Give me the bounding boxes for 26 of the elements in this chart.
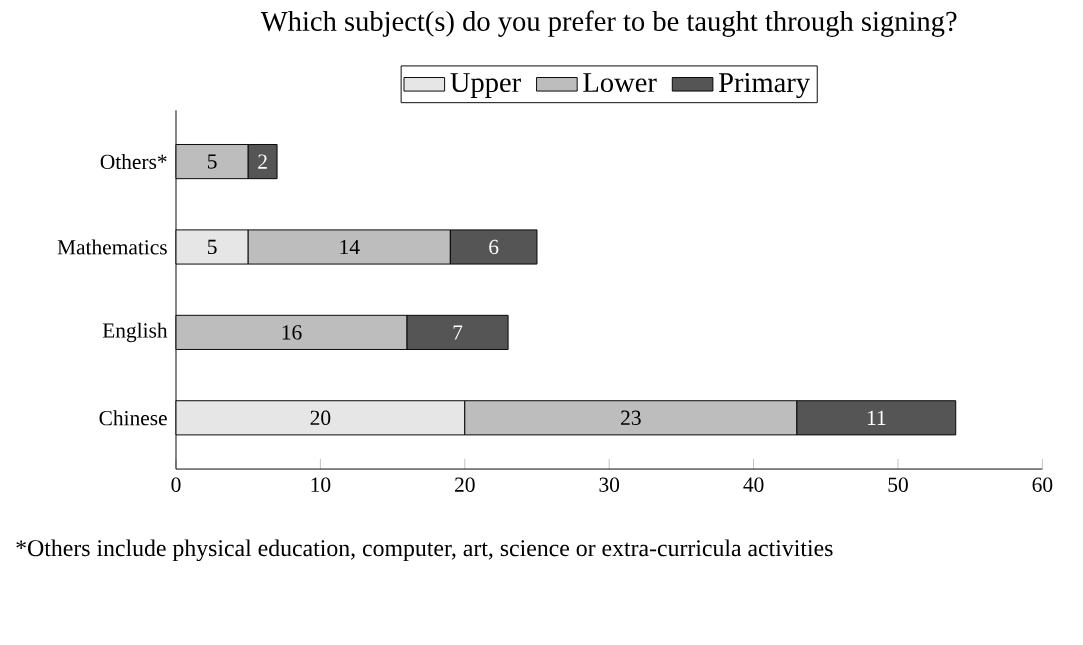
- x-tick-label: 30: [599, 477, 620, 492]
- y-tick-label: Others*: [100, 154, 167, 170]
- data-label: 2: [258, 154, 267, 169]
- y-tick-label: Mathematics: [57, 239, 167, 255]
- legend-label: Upper: [450, 73, 521, 98]
- x-tick-label: 40: [743, 477, 764, 492]
- x-tick-label: 10: [311, 477, 331, 492]
- data-label: 23: [621, 410, 641, 425]
- data-label: 7: [453, 325, 463, 340]
- x-tick-label: 20: [455, 477, 475, 492]
- data-label: 6: [489, 239, 499, 255]
- data-label: 5: [207, 154, 217, 169]
- data-label: 14: [340, 239, 360, 255]
- data-label: 20: [310, 410, 331, 426]
- y-tick-label: English: [102, 322, 168, 343]
- chart-title: Which subject(s) do you prefer to be taught through signing?: [260, 10, 957, 37]
- data-label: 16: [282, 325, 302, 340]
- x-tick-label: 60: [1032, 477, 1053, 492]
- x-tick-label: 0: [171, 477, 181, 492]
- legend-label: Lower: [583, 73, 657, 93]
- text: *Others include physical education, computer, art, science or extra-curricula activities: [16, 539, 833, 562]
- legend-label: Primary: [718, 73, 811, 99]
- y-tick-label: Chinese: [99, 410, 167, 426]
- data-label: 11: [867, 410, 886, 425]
- data-label: 5: [207, 239, 217, 255]
- x-tick-label: 50: [888, 477, 908, 492]
